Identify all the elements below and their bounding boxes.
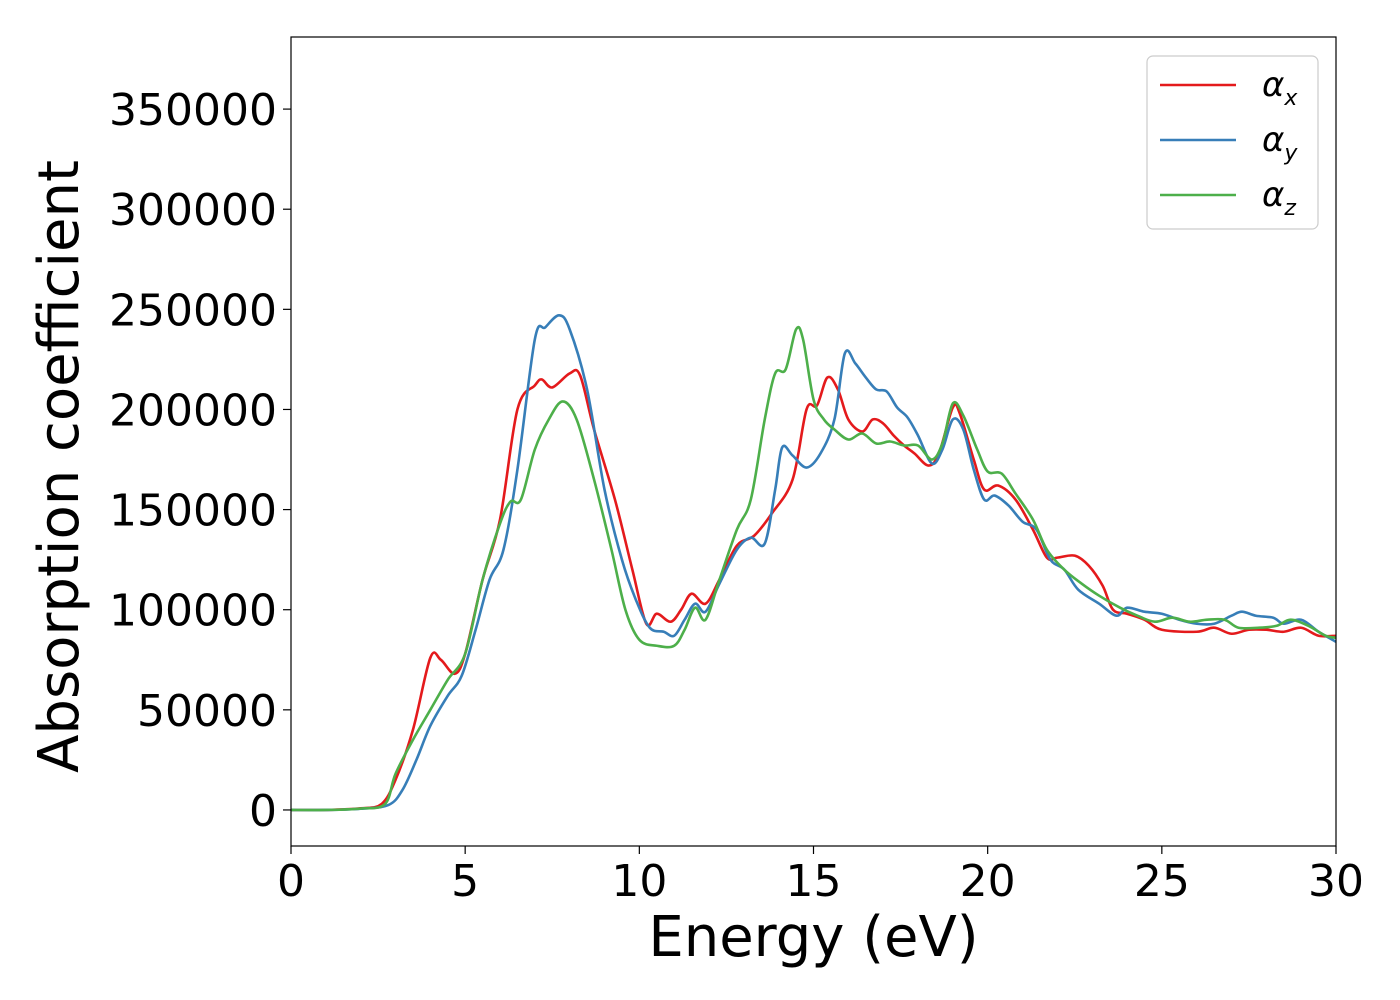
legend-label-y: αy — [1262, 120, 1298, 166]
legend-label-x: αx — [1262, 65, 1298, 111]
legend-subscript: y — [1283, 141, 1298, 166]
series-line-y — [291, 314, 1336, 812]
y-tick-label: 100000 — [109, 586, 277, 637]
x-tick-label: 5 — [451, 856, 479, 907]
series-layer — [291, 314, 1336, 812]
y-tick-label: 0 — [249, 786, 277, 837]
series-line-z — [291, 325, 1336, 812]
y-tick-label: 50000 — [137, 686, 277, 737]
y-axis-label: Absorption coefficient — [27, 160, 92, 773]
x-axis-ticks: 0 5 10 15 20 25 30 — [277, 846, 1364, 907]
y-axis-ticks: 0 50000 100000 150000 200000 250000 300000 3500… — [109, 85, 291, 837]
legend-symbol: α — [1262, 65, 1284, 105]
legend-subscript: x — [1283, 86, 1298, 111]
x-tick-label: 0 — [277, 856, 305, 907]
x-tick-label: 25 — [1134, 856, 1190, 907]
y-tick-label: 150000 — [109, 486, 277, 537]
legend-symbol: α — [1262, 175, 1284, 215]
x-tick-label: 15 — [786, 856, 842, 907]
legend-symbol: α — [1262, 120, 1284, 160]
y-tick-label: 200000 — [109, 385, 277, 436]
x-tick-label: 20 — [960, 856, 1016, 907]
y-tick-label: 300000 — [109, 185, 277, 236]
legend-box — [1146, 55, 1319, 230]
x-tick-label: 10 — [611, 856, 667, 907]
legend-label-z: αz — [1262, 175, 1296, 221]
series-line-x — [291, 368, 1336, 812]
y-tick-label: 250000 — [109, 285, 277, 336]
x-tick-label: 30 — [1308, 856, 1364, 907]
y-tick-label: 350000 — [109, 85, 277, 136]
x-axis-label: Energy (eV) — [648, 905, 978, 970]
legend-subscript: z — [1283, 196, 1296, 221]
